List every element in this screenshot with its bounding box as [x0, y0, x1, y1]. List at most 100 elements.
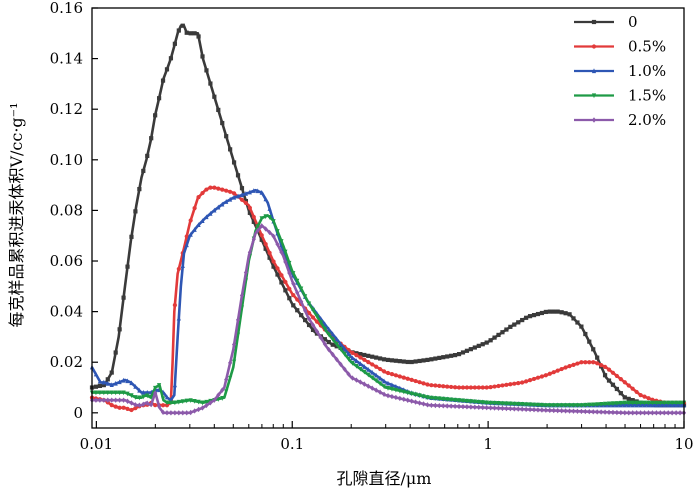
- data-point: [555, 407, 560, 414]
- data-point: [259, 189, 264, 195]
- data-point: [496, 401, 501, 406]
- data-point: [524, 406, 529, 413]
- data-point: [239, 197, 245, 202]
- data-point: [220, 201, 225, 207]
- data-point: [208, 400, 213, 406]
- data-point: [638, 410, 643, 416]
- data-point: [614, 409, 620, 416]
- data-point: [452, 397, 458, 403]
- data-point: [378, 375, 383, 381]
- data-point: [630, 386, 635, 391]
- data-point: [113, 404, 118, 409]
- data-point: [614, 401, 620, 406]
- data-point: [263, 196, 268, 202]
- data-point: [196, 222, 201, 228]
- data-point: [599, 362, 604, 368]
- data-point: [200, 405, 205, 411]
- data-point: [658, 400, 663, 406]
- data-point: [105, 397, 110, 403]
- data-point: [409, 359, 414, 365]
- data-point: [141, 168, 146, 174]
- data-point: [109, 390, 114, 396]
- data-point: [243, 190, 249, 196]
- data-point: [409, 377, 414, 383]
- data-point: [149, 401, 154, 408]
- data-point: [516, 406, 521, 412]
- data-point: [228, 360, 233, 366]
- legend-item: 2.0%: [574, 111, 666, 129]
- data-point: [563, 311, 568, 316]
- data-point: [535, 375, 541, 380]
- data-point: [500, 330, 505, 335]
- data-point: [362, 364, 367, 369]
- data-point: [129, 407, 134, 413]
- data-point: [271, 264, 276, 269]
- data-point: [555, 309, 560, 314]
- data-point: [484, 404, 489, 411]
- data-point: [145, 393, 150, 399]
- data-point: [630, 398, 635, 403]
- data-point: [275, 229, 280, 234]
- data-point: [618, 400, 623, 406]
- data-point: [295, 297, 300, 302]
- data-point: [630, 410, 635, 416]
- series-line: [92, 214, 684, 407]
- data-point: [484, 340, 489, 345]
- data-point: [93, 384, 99, 389]
- data-point: [646, 396, 651, 401]
- data-point: [172, 400, 177, 406]
- data-point: [389, 393, 395, 400]
- data-point: [618, 409, 623, 416]
- data-point: [551, 370, 556, 375]
- data-point: [366, 353, 371, 358]
- data-point: [224, 389, 229, 394]
- data-point: [358, 355, 363, 360]
- data-point: [216, 392, 221, 398]
- data-point: [287, 260, 292, 266]
- data-point: [239, 292, 245, 299]
- data-point: [168, 56, 174, 61]
- legend-marker: [591, 117, 597, 123]
- y-tick-label: 0.10: [50, 151, 83, 169]
- y-tick-label: 0: [73, 404, 83, 422]
- data-point: [393, 383, 398, 389]
- data-point: [666, 400, 671, 406]
- data-point: [188, 218, 193, 223]
- data-point: [295, 308, 300, 313]
- legend-label: 0.5%: [628, 38, 666, 56]
- series-0: [89, 23, 687, 408]
- data-point: [366, 383, 371, 389]
- data-point: [559, 366, 564, 372]
- data-point: [366, 360, 371, 365]
- data-point: [531, 402, 537, 408]
- data-point: [275, 272, 280, 277]
- data-point: [539, 407, 545, 413]
- data-point: [149, 394, 154, 400]
- data-point: [389, 386, 395, 392]
- data-point: [255, 224, 260, 230]
- data-point: [500, 383, 505, 388]
- data-point: [133, 402, 138, 408]
- data-point: [626, 383, 631, 388]
- data-point: [322, 326, 327, 332]
- data-point: [500, 401, 505, 407]
- data-point: [279, 239, 284, 244]
- data-point: [401, 396, 406, 403]
- data-point: [622, 400, 627, 406]
- data-point: [488, 405, 493, 411]
- data-point: [421, 401, 426, 407]
- data-point: [314, 319, 320, 324]
- data-point: [156, 383, 162, 388]
- data-point: [346, 351, 351, 356]
- data-point: [484, 385, 489, 390]
- data-point: [129, 234, 134, 239]
- data-point: [180, 263, 185, 269]
- data-point: [583, 331, 588, 337]
- data-point: [220, 396, 225, 401]
- data-point: [354, 363, 359, 369]
- data-point: [677, 410, 683, 416]
- data-point: [579, 360, 584, 365]
- data-point: [362, 357, 367, 362]
- data-point: [452, 385, 458, 390]
- data-point: [97, 383, 102, 389]
